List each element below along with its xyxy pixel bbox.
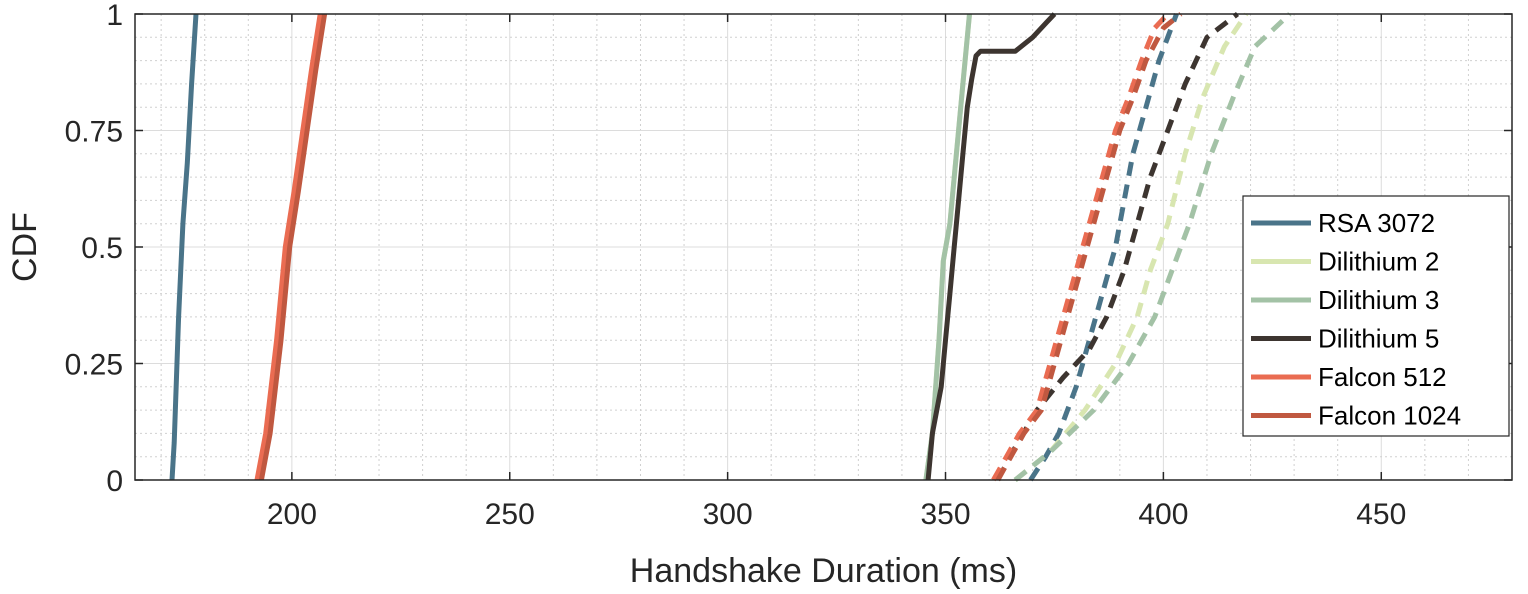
x-tick-label: 450 <box>1356 498 1406 531</box>
legend-label-dilithium-3: Dilithium 3 <box>1318 285 1439 315</box>
series-lines <box>169 12 1292 482</box>
legend-label-dilithium-5: Dilithium 5 <box>1318 324 1439 354</box>
x-tick-label: 300 <box>703 498 753 531</box>
x-tick-label: 250 <box>485 498 535 531</box>
series-line-rsa-3072-dashed <box>1028 13 1179 482</box>
x-tick-label: 200 <box>267 498 317 531</box>
legend-label-rsa-3072: RSA 3072 <box>1318 208 1435 238</box>
series-line-falcon-512-solid <box>254 13 323 481</box>
legend-box <box>1242 195 1510 437</box>
series-line-dilithium-2-dashed <box>1013 12 1249 482</box>
legend: RSA 3072 Dilithium 2 Dilithium 3 Dilithium … <box>1242 195 1510 437</box>
series-line-falcon-1024-dashed <box>995 12 1183 482</box>
x-tick-label: 350 <box>920 498 970 531</box>
legend-label-falcon-1024: Falcon 1024 <box>1318 401 1461 431</box>
legend-label-falcon-512: Falcon 512 <box>1318 362 1447 392</box>
series-line-dilithium-3-dashed <box>1013 12 1292 482</box>
x-tick-label: 400 <box>1138 498 1188 531</box>
legend-label-dilithium-2: Dilithium 2 <box>1318 247 1439 277</box>
series-line-dilithium-5-solid <box>925 12 1057 481</box>
series-line-rsa-3072-solid <box>169 13 199 481</box>
y-tick-label: 0.75 <box>65 116 123 149</box>
series-line-falcon-1024-solid <box>258 13 328 481</box>
y-tick-label: 1 <box>106 0 123 32</box>
x-axis-label: Handshake Duration (ms) <box>630 552 1017 590</box>
axis-ticks: 200 250 300 350 400 450 0 0.25 0.5 0.75 1 <box>65 0 1512 531</box>
y-tick-label: 0 <box>106 465 123 498</box>
y-tick-label: 0.5 <box>81 232 123 265</box>
y-tick-label: 0.25 <box>65 349 123 382</box>
y-axis-label: CDF <box>6 212 44 282</box>
series-line-falcon-512-dashed <box>991 12 1170 482</box>
